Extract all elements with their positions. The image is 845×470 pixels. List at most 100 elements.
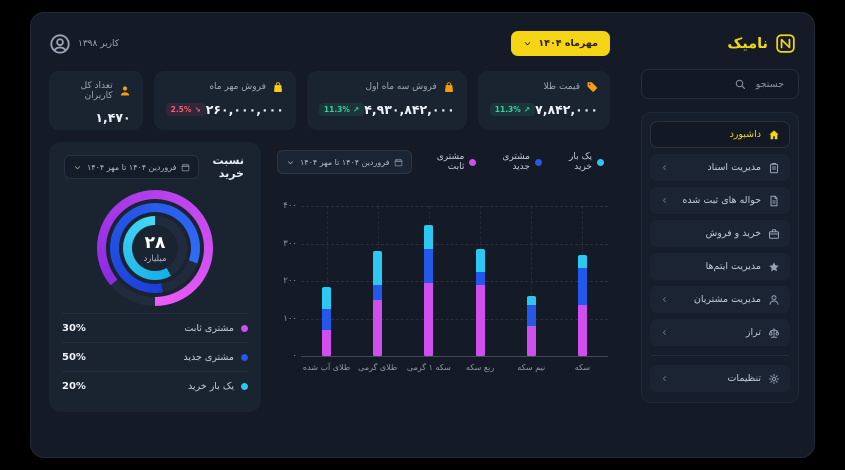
- panel-header: نسبت خرید فروردین ۱۴۰۴ تا مهر ۱۴۰۴: [62, 154, 248, 180]
- bar-segment: [577, 267, 587, 306]
- sidebar-item-label: مدیریت آیتم‌ها: [705, 261, 761, 272]
- sidebar-item-label: داشبورد: [729, 129, 761, 140]
- trend-badge: 11.3% ↗: [318, 103, 365, 116]
- chevron-down-icon: [523, 39, 532, 48]
- legend-label: یک بار خرید: [568, 152, 592, 172]
- chart-header: یک بار خرید مشتری جدید مشتری ثابت فروردی…: [275, 150, 608, 174]
- stacked-bar-1: [526, 296, 536, 356]
- bag-icon: [272, 81, 284, 93]
- stat-value: ۲۶۰,۰۰۰,۰۰۰: [205, 102, 284, 117]
- sidebar-menu: داشبورد مدیریت اسناد حواله های ثبت شده خ…: [641, 112, 799, 403]
- sidebar-item-balance[interactable]: تراز: [650, 319, 790, 346]
- chart-period-dropdown[interactable]: فروردین ۱۴۰۴ تا مهر ۱۴۰۴: [277, 150, 413, 174]
- bar-column: [557, 206, 608, 356]
- bar-segment: [373, 299, 383, 356]
- sidebar-item-remittances[interactable]: حواله های ثبت شده: [650, 187, 790, 214]
- bar-column: [352, 206, 403, 356]
- sidebar-item-label: خرید و فروش: [705, 228, 761, 239]
- x-tick-label: سکه ۱ گرمی: [406, 363, 451, 372]
- trend-down-arrow-icon: ↘: [194, 105, 201, 114]
- gridline: [301, 281, 608, 282]
- x-tick-label: طلای آب شده: [302, 363, 351, 372]
- search-box[interactable]: [641, 69, 799, 99]
- donut-chart: ۲۸ میلیارد: [97, 190, 213, 306]
- namik-logo-icon: [775, 33, 796, 54]
- sidebar-item-trading[interactable]: خرید و فروش: [650, 220, 790, 247]
- gridline: [301, 356, 608, 357]
- chevron-down-icon: [73, 163, 82, 172]
- stat-title: فروش سه ماه اول: [365, 82, 437, 92]
- stat-card-mehr-sales: فروش مهر ماه ۲۶۰,۰۰۰,۰۰۰ 2.5% ↘: [153, 71, 296, 130]
- sidebar-item-dashboard[interactable]: داشبورد: [650, 121, 790, 148]
- stat-title: تعداد کل کاربران: [80, 81, 113, 101]
- legend-dot-icon: [534, 158, 542, 166]
- chevron-down-icon: [286, 158, 295, 167]
- stacked-bar-0: [577, 254, 587, 356]
- sidebar-item-customers[interactable]: مدیریت مشتریان: [650, 286, 790, 313]
- stat-card-gold-price: قیمت طلا ۷,۸۴۲,۰۰۰ 11.3% ↗: [477, 71, 610, 130]
- y-tick-label: ۳۰۰: [283, 238, 297, 249]
- bar-segment: [322, 309, 332, 330]
- bar-column: [301, 206, 352, 356]
- donut-legend-row: یک بار خرید 20%: [62, 371, 248, 400]
- donut-period-label: فروردین ۱۴۰۴ تا مهر ۱۴۰۴: [87, 162, 177, 172]
- legend-label: مشتری جدید: [502, 152, 530, 172]
- legend-item: مشتری جدید: [491, 152, 542, 172]
- legend-item: یک بار خرید: [557, 152, 604, 172]
- legend-label: مشتری جدید: [183, 351, 234, 363]
- period-dropdown-button[interactable]: مهرماه ۱۴۰۴: [511, 31, 610, 56]
- trend-badge: 2.5% ↘: [165, 103, 206, 116]
- legend-dot-icon: [241, 382, 248, 390]
- sidebar-item-label: مدیریت مشتریان: [693, 294, 761, 305]
- trend-up-arrow-icon: ↗: [523, 105, 531, 114]
- gridline: [301, 318, 608, 320]
- calendar-icon: [181, 163, 190, 172]
- y-tick-label: ۴۰۰: [283, 201, 297, 211]
- donut-value: ۲۸: [144, 232, 166, 253]
- user-icon: [768, 294, 780, 306]
- stats-row: قیمت طلا ۷,۸۴۲,۰۰۰ 11.3% ↗ فروش سه ماه او…: [49, 71, 610, 130]
- sidebar-item-label: مدیریت اسناد: [707, 162, 761, 173]
- bar-segment: [373, 284, 383, 300]
- period-label: مهرماه ۱۴۰۴: [538, 38, 598, 49]
- donut-center: ۲۸ میلیارد: [97, 191, 213, 305]
- menu-separator: [651, 355, 789, 356]
- sidebar-item-documents[interactable]: مدیریت اسناد: [650, 154, 790, 181]
- calendar-icon: [394, 158, 403, 167]
- user-chip[interactable]: کاربر ۱۳۹۸: [49, 33, 119, 55]
- stat-card-first-quarter-sales: فروش سه ماه اول ۴,۹۳۰,۸۴۲,۰۰۰ 11.3% ↗: [306, 71, 467, 130]
- sidebar-item-items[interactable]: مدیریت آیتم‌ها: [650, 253, 790, 280]
- gridline: [301, 206, 608, 207]
- gear-icon: [768, 373, 780, 385]
- bar-segment: [577, 305, 587, 356]
- legend-dot-icon: [241, 353, 248, 361]
- file-icon: [768, 195, 780, 207]
- x-tick-label: نیم سکه: [517, 363, 546, 372]
- legend-percent: 50%: [62, 351, 86, 363]
- donut-legend-row: مشتری جدید 50%: [62, 342, 248, 371]
- search-input[interactable]: [642, 70, 798, 98]
- donut-period-dropdown[interactable]: فروردین ۱۴۰۴ تا مهر ۱۴۰۴: [64, 155, 200, 179]
- x-axis-labels: سکه نیم سکه ربع سکه سکه ۱ گرمی طلای گرمی طلای…: [275, 363, 608, 372]
- donut-legend-row: مشتری ثابت 30%: [62, 313, 248, 342]
- stat-title: قیمت طلا: [543, 82, 580, 92]
- sidebar-item-label: تراز: [745, 327, 761, 338]
- bar-segment: [322, 329, 332, 356]
- gridline: [301, 243, 608, 245]
- bar-segment: [526, 326, 536, 356]
- chart-legend: یک بار خرید مشتری جدید مشتری ثابت: [412, 152, 604, 172]
- y-tick-label: ۰: [292, 351, 297, 361]
- bar-segment: [424, 249, 434, 283]
- x-tick-label: سکه: [574, 363, 591, 372]
- gridline-vertical: [326, 206, 328, 356]
- sales-bar-chart: یک بار خرید مشتری جدید مشتری ثابت فروردی…: [273, 142, 610, 412]
- donut-legend: مشتری ثابت 30% مشتری جدید 50% یک بار خری…: [62, 313, 248, 400]
- stacked-bar-5: [322, 286, 332, 356]
- stat-card-total-users: تعداد کل کاربران ۱,۴۷۰: [49, 71, 143, 130]
- stat-title: فروش مهر ماه: [209, 82, 266, 92]
- bar-segment: [526, 296, 536, 306]
- purchase-ratio-panel: نسبت خرید فروردین ۱۴۰۴ تا مهر ۱۴۰۴ ۲۸ می…: [49, 142, 261, 412]
- ring-gap: [132, 225, 178, 271]
- clipboard-icon: [768, 162, 780, 174]
- sidebar-item-settings[interactable]: تنظیمات: [650, 365, 790, 392]
